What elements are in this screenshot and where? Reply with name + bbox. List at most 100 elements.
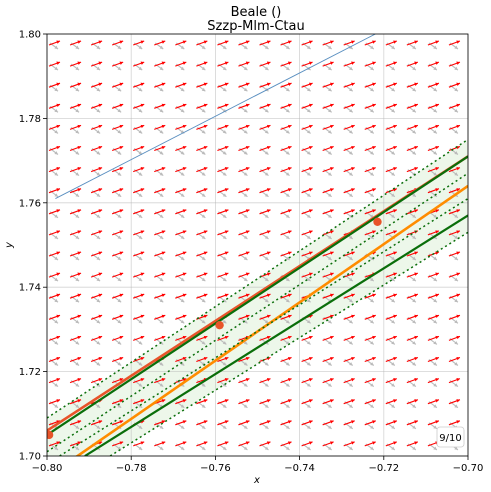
field-arrow-current-head bbox=[203, 399, 208, 403]
field-arrow-previous-head bbox=[412, 362, 416, 366]
field-arrow-previous-head bbox=[264, 383, 269, 387]
field-arrow-previous-head bbox=[285, 362, 290, 366]
field-arrow-current-head bbox=[182, 124, 187, 129]
field-arrow-previous-head bbox=[159, 446, 164, 450]
field-arrow-previous-head bbox=[264, 425, 269, 429]
field-arrow-current-head bbox=[140, 61, 145, 65]
field-arrow-current-head bbox=[245, 251, 250, 255]
field-arrow-previous-head bbox=[433, 277, 437, 282]
field-arrow-previous-head bbox=[285, 319, 290, 324]
field-arrow-current-head bbox=[308, 441, 313, 445]
field-arrow-current-head bbox=[351, 251, 355, 255]
field-arrow-previous-head bbox=[243, 45, 248, 49]
field-arrow-previous-head bbox=[391, 130, 395, 134]
field-arrow-current-head bbox=[435, 145, 439, 150]
field-arrow-previous-head bbox=[117, 151, 122, 155]
field-arrow-current-head bbox=[77, 145, 82, 150]
field-arrow-previous-head bbox=[328, 66, 332, 71]
field-arrow-current-head bbox=[414, 441, 418, 445]
field-arrow-current-head bbox=[414, 209, 418, 213]
field-arrow-previous-head bbox=[54, 383, 58, 387]
field-arrow-current-head bbox=[56, 251, 60, 255]
field-arrow-previous-head bbox=[285, 256, 290, 260]
field-arrow-previous-head bbox=[180, 319, 185, 324]
field-arrow-current-head bbox=[203, 420, 208, 424]
field-arrow-previous-head bbox=[222, 319, 227, 324]
field-arrow-current-head bbox=[56, 103, 60, 108]
field-arrow-previous-head bbox=[454, 404, 458, 408]
field-arrow-previous-head bbox=[328, 362, 332, 366]
field-arrow-current-head bbox=[245, 82, 250, 86]
field-arrow-current-head bbox=[119, 399, 124, 403]
badge-label: 9/10 bbox=[439, 433, 461, 444]
field-arrow-current-head bbox=[77, 314, 82, 319]
series-line-thin-blue bbox=[55, 34, 376, 199]
field-arrow-previous-head bbox=[243, 108, 248, 113]
field-arrow-previous-head bbox=[180, 404, 185, 408]
field-arrow-current-head bbox=[414, 314, 418, 319]
field-arrow-current-head bbox=[98, 293, 103, 297]
field-arrow-current-head bbox=[182, 209, 187, 213]
field-arrow-current-head bbox=[203, 209, 208, 213]
field-arrow-previous-head bbox=[138, 172, 143, 176]
field-arrow-current-head bbox=[224, 188, 229, 192]
field-arrow-current-head bbox=[182, 420, 187, 424]
field-arrow-current-head bbox=[435, 251, 439, 255]
field-arrow-current-head bbox=[456, 272, 460, 276]
field-arrow-current-head bbox=[56, 399, 60, 403]
field-arrow-current-head bbox=[161, 82, 166, 86]
field-arrow-current-head bbox=[98, 82, 103, 86]
field-arrow-previous-head bbox=[285, 108, 290, 113]
field-arrow-current-head bbox=[266, 251, 271, 255]
field-arrow-current-head bbox=[435, 335, 439, 340]
field-arrow-current-head bbox=[266, 399, 271, 403]
field-arrow-previous-head bbox=[433, 319, 437, 324]
field-arrow-previous-head bbox=[54, 235, 58, 239]
field-arrow-previous-head bbox=[370, 130, 374, 134]
field-arrow-previous-head bbox=[433, 45, 437, 49]
y-tick-label: 1.72 bbox=[19, 367, 41, 378]
field-arrow-previous-head bbox=[349, 383, 353, 387]
field-arrow-current-head bbox=[330, 420, 334, 424]
field-arrow-current-head bbox=[56, 314, 60, 319]
field-arrow-previous-head bbox=[306, 130, 311, 134]
x-axis: −0.80 −0.78 −0.76 −0.74 −0.72 −0.70 bbox=[32, 456, 483, 474]
field-arrow-previous-head bbox=[96, 193, 101, 197]
field-arrow-previous-head bbox=[222, 256, 227, 260]
field-arrow-current-head bbox=[330, 167, 334, 171]
field-arrow-current-head bbox=[414, 293, 418, 297]
field-arrow-current-head bbox=[98, 124, 103, 129]
field-arrow-current-head bbox=[245, 230, 250, 234]
chart-subtitle: Szzp-Mlm-Ctau bbox=[207, 19, 304, 34]
field-arrow-current-head bbox=[161, 399, 166, 403]
field-arrow-previous-head bbox=[370, 108, 374, 113]
field-arrow-current-head bbox=[266, 188, 271, 192]
field-arrow-current-head bbox=[119, 145, 124, 150]
field-arrow-previous-head bbox=[454, 45, 458, 49]
field-arrow-current-head bbox=[140, 251, 145, 255]
field-arrow-current-head bbox=[266, 335, 271, 340]
field-arrow-current-head bbox=[393, 167, 397, 171]
field-arrow-previous-head bbox=[138, 446, 143, 450]
field-arrow-current-head bbox=[287, 314, 292, 319]
field-arrow-current-head bbox=[56, 230, 60, 234]
field-arrow-current-head bbox=[308, 399, 313, 403]
field-arrow-current-head bbox=[203, 272, 208, 276]
field-arrow-previous-head bbox=[412, 66, 416, 71]
field-arrow-current-head bbox=[372, 188, 376, 192]
field-arrow-previous-head bbox=[306, 404, 311, 408]
field-arrow-previous-head bbox=[117, 277, 122, 282]
field-arrow-current-head bbox=[414, 356, 418, 361]
field-arrow-previous-head bbox=[243, 214, 248, 218]
field-arrow-current-head bbox=[287, 167, 292, 171]
field-arrow-current-head bbox=[119, 188, 124, 192]
field-arrow-previous-head bbox=[243, 235, 248, 239]
field-arrow-previous-head bbox=[264, 151, 269, 155]
field-arrow-current-head bbox=[351, 399, 355, 403]
field-arrow-current-head bbox=[77, 167, 82, 171]
field-arrow-current-head bbox=[56, 209, 60, 213]
field-arrow-previous-head bbox=[75, 172, 80, 176]
field-arrow-previous-head bbox=[138, 319, 143, 324]
field-arrow-current-head bbox=[224, 378, 229, 382]
field-arrow-previous-head bbox=[222, 214, 227, 218]
